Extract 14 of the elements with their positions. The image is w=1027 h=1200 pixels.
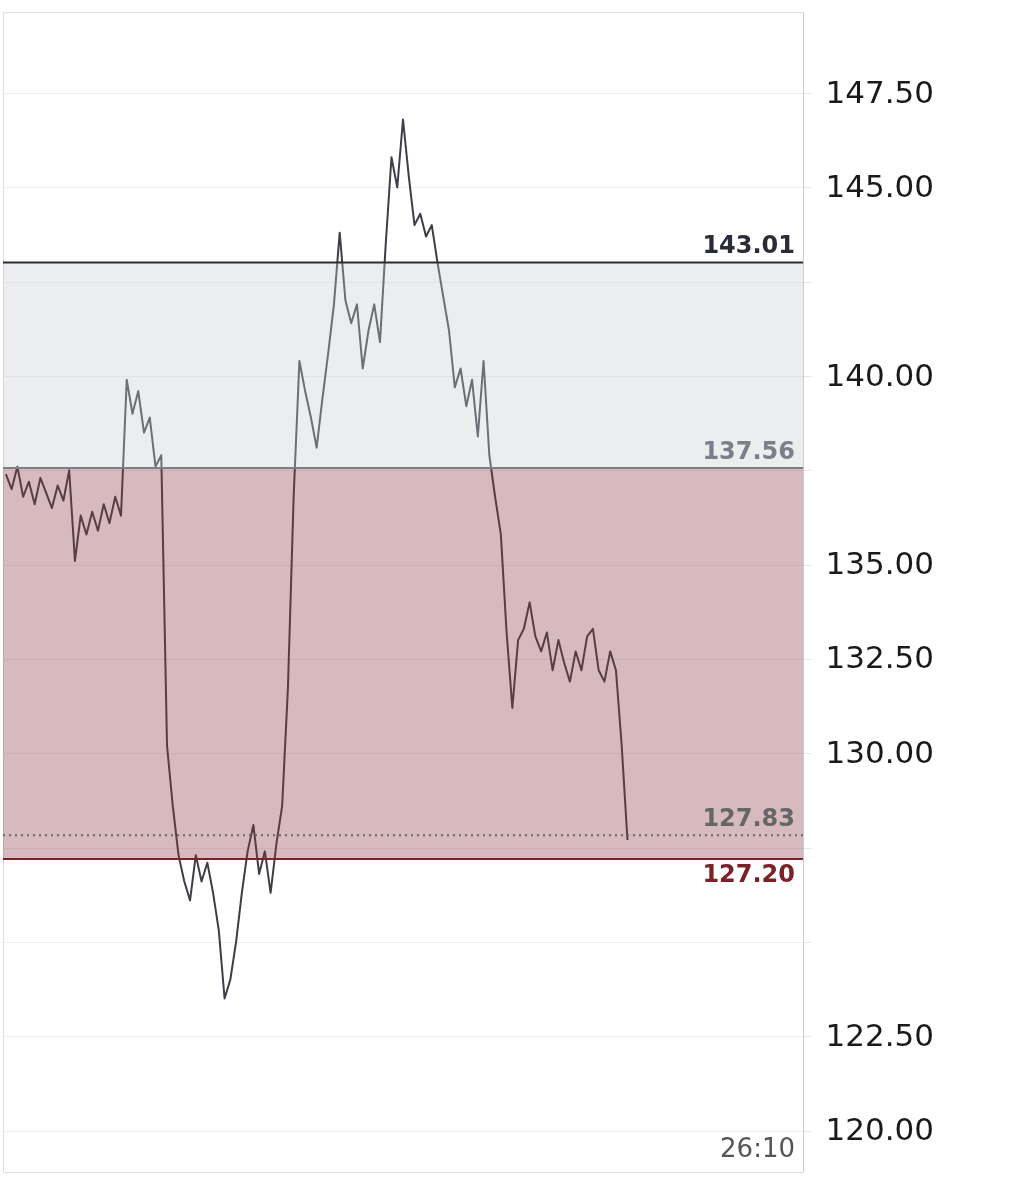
annotation: 26:10: [720, 1133, 795, 1163]
y-tick-label: 122.50: [825, 1016, 934, 1053]
line-series: [4, 118, 629, 1000]
y-tick-label: 145.00: [825, 167, 934, 204]
y-tick-label: 130.00: [825, 733, 934, 770]
ref-line-label: 137.56: [702, 437, 795, 466]
ref-line-label: 127.20: [702, 859, 795, 888]
ref-line-label: 127.83: [702, 804, 795, 833]
y-tick-label: 135.00: [825, 545, 934, 582]
y-tick-label: 120.00: [825, 1111, 934, 1147]
y-tick-label: 132.50: [825, 639, 934, 676]
ref-line-label: 143.01: [702, 231, 795, 260]
y-tick-label: 140.00: [825, 356, 934, 393]
y-tick-label: 147.50: [825, 73, 934, 110]
